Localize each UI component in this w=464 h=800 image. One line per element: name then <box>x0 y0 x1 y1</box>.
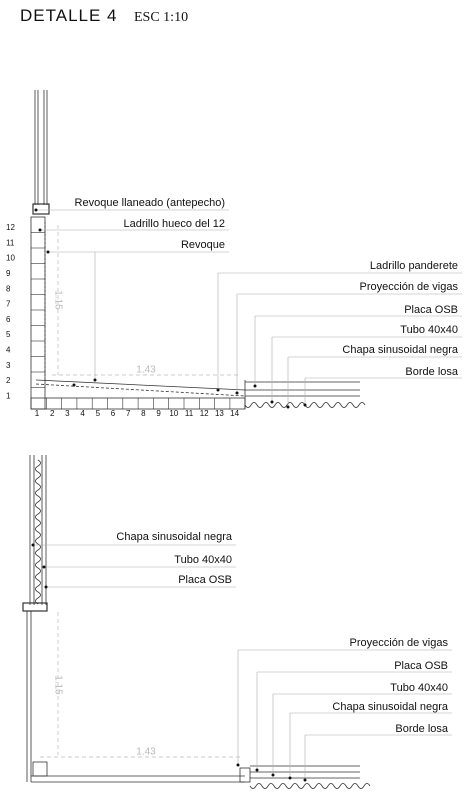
column-number: 6 <box>111 409 116 418</box>
column-number: 11 <box>185 409 194 418</box>
leader-dot <box>216 388 220 392</box>
row-number: 10 <box>6 254 15 263</box>
dimension-width: 1.43 <box>136 747 156 758</box>
callout-label: Chapa sinusoidal negra <box>116 531 232 543</box>
leader-dot <box>42 565 46 569</box>
leader-dot <box>288 776 292 780</box>
column-number: 12 <box>200 409 209 418</box>
row-number: 11 <box>6 238 15 247</box>
leader-dot <box>253 384 257 388</box>
row-number: 2 <box>6 376 11 385</box>
title: DETALLE 4 <box>20 6 118 25</box>
callout-label: Placa OSB <box>404 304 458 316</box>
dimension-lines <box>40 225 240 758</box>
geometry <box>22 90 360 783</box>
row-number: 7 <box>6 300 11 309</box>
callout-label: Chapa sinusoidal negra <box>342 344 458 356</box>
leader-dot <box>303 778 307 782</box>
callout-label: Chapa sinusoidal negra <box>332 701 448 713</box>
leader-dot <box>44 585 48 589</box>
callout-label: Placa OSB <box>178 574 232 586</box>
leader-dot <box>271 773 275 777</box>
row-number: 8 <box>6 284 11 293</box>
row-number: 1 <box>6 391 11 400</box>
row-number: 6 <box>6 315 11 324</box>
callout-label: Placa OSB <box>394 660 448 672</box>
leader-dot <box>38 228 42 232</box>
corrugated-sheet <box>35 459 41 605</box>
leader-dot <box>255 768 259 772</box>
row-number: 3 <box>6 361 11 370</box>
callout-label: Tubo 40x40 <box>400 324 458 336</box>
column-number: 14 <box>230 409 239 418</box>
dimension-height: 1.15 <box>52 675 63 695</box>
leader-dot <box>236 763 240 767</box>
column-number: 1 <box>35 409 40 418</box>
row-number: 4 <box>6 346 11 355</box>
column-number: 3 <box>65 409 70 418</box>
callout-label: Proyección de vigas <box>360 281 459 293</box>
leader-dot <box>31 543 35 547</box>
row-number: 9 <box>6 269 11 278</box>
dimension-height: 1.15 <box>52 290 63 310</box>
callout-label: Proyección de vigas <box>350 637 449 649</box>
leader-dot <box>93 378 97 382</box>
column-number: 8 <box>141 409 146 418</box>
leader-dot <box>270 400 274 404</box>
column-number: 13 <box>215 409 224 418</box>
column-number: 7 <box>126 409 131 418</box>
callout-label: Borde losa <box>405 366 458 378</box>
leader-dot <box>235 391 239 395</box>
callout-label: Tubo 40x40 <box>174 554 232 566</box>
leader-dot <box>286 405 290 409</box>
leader-dot <box>46 250 50 254</box>
column-number: 5 <box>96 409 101 418</box>
callout-label: Borde losa <box>395 723 448 735</box>
leader-dot <box>303 403 307 407</box>
callout-label: Revoque llaneado (antepecho) <box>75 197 225 209</box>
leader-dot <box>34 208 38 212</box>
leader-dot <box>72 383 76 387</box>
row-number: 5 <box>6 330 11 339</box>
column-number: 4 <box>80 409 85 418</box>
callout-label: Ladrillo panderete <box>370 260 458 272</box>
scale: ESC 1:10 <box>134 10 188 25</box>
callout-label: Ladrillo hueco del 12 <box>123 218 225 230</box>
column-number: 9 <box>156 409 161 418</box>
column-number: 2 <box>50 409 55 418</box>
corrugated-sheet <box>249 783 371 789</box>
dimension-width: 1.43 <box>136 365 156 376</box>
column-number: 10 <box>169 409 178 418</box>
callout-label: Tubo 40x40 <box>390 682 448 694</box>
row-number: 12 <box>6 223 15 232</box>
callout-label: Revoque <box>181 239 225 251</box>
